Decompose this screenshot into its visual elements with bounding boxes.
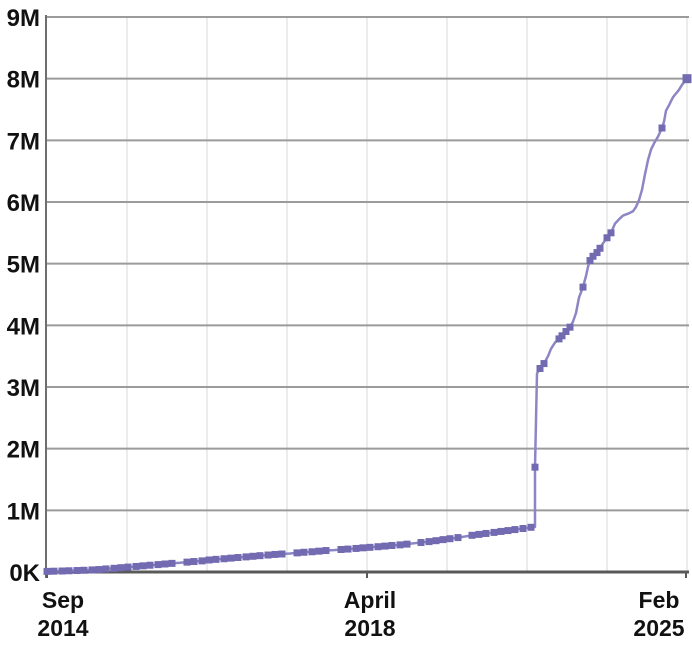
data-point-marker (603, 234, 611, 242)
data-point-marker (88, 566, 96, 574)
data-point-marker (540, 360, 548, 368)
data-point-marker (124, 563, 132, 571)
y-tick-label: 9M (7, 5, 40, 32)
x-tick-label-year: 2018 (344, 615, 395, 641)
x-tick-label-month: Feb (639, 587, 680, 613)
data-point-marker (337, 545, 345, 553)
data-point-marker (446, 535, 454, 543)
data-point-marker (511, 526, 519, 534)
data-point-marker (190, 558, 198, 566)
data-point-marker (242, 553, 250, 561)
y-tick-label: 2M (7, 437, 40, 464)
y-tick-label: 7M (7, 128, 40, 155)
data-point-marker (205, 556, 213, 564)
data-point-marker (315, 547, 323, 555)
data-point-marker (607, 229, 615, 237)
data-point-marker (579, 283, 587, 291)
data-markers (43, 74, 692, 575)
data-point-marker (344, 545, 352, 553)
data-point-marker (227, 554, 235, 562)
data-point-marker (146, 561, 154, 569)
data-point-marker (220, 555, 228, 563)
data-point-marker (658, 124, 666, 132)
data-point-marker (381, 542, 389, 550)
data-point-marker (300, 548, 308, 556)
data-point-marker (352, 544, 360, 552)
data-point-marker (95, 566, 103, 574)
data-point-marker (198, 557, 206, 565)
data-point-marker (682, 74, 692, 84)
data-point-marker (132, 562, 140, 570)
data-point-marker (454, 534, 462, 542)
data-point-marker (482, 529, 490, 537)
data-point-marker (43, 567, 51, 575)
data-point-marker (80, 566, 88, 574)
data-point-marker (102, 565, 110, 573)
y-axis-labels: 9M 8M 7M 6M 5M 4M 3M 2M 1M 0K (7, 5, 41, 587)
data-point-marker (212, 555, 220, 563)
data-point-marker (308, 548, 316, 556)
data-point-marker (110, 564, 118, 572)
data-point-marker (168, 559, 176, 567)
y-tick-label: 0K (9, 560, 40, 587)
data-point-marker (519, 525, 527, 533)
data-point-marker (531, 463, 539, 471)
x-tick-label-month: Sep (42, 587, 84, 613)
data-point-marker (504, 527, 512, 535)
data-point-marker (359, 544, 367, 552)
data-point-marker (596, 244, 604, 252)
data-point-marker (322, 547, 330, 555)
data-point-marker (271, 550, 279, 558)
data-point-marker (497, 527, 505, 535)
data-point-marker (117, 564, 125, 572)
data-point-marker (264, 551, 272, 559)
x-tick-label-year: 2014 (37, 615, 88, 641)
data-point-marker (293, 549, 301, 557)
data-point-marker (589, 252, 597, 260)
data-point-marker (417, 539, 425, 547)
data-point-marker (475, 530, 483, 538)
data-point-marker (425, 538, 433, 546)
data-point-marker (256, 552, 264, 560)
data-point-marker (234, 554, 242, 562)
data-point-marker (468, 531, 476, 539)
data-point-marker (562, 328, 570, 335)
data-point-marker (249, 552, 257, 560)
data-point-marker (396, 541, 404, 549)
data-point-marker (366, 543, 374, 551)
data-point-marker (403, 540, 411, 548)
y-tick-label: 3M (7, 375, 40, 402)
data-point-marker (139, 562, 147, 570)
data-point-marker (58, 567, 66, 575)
data-point-marker (65, 567, 73, 575)
x-tick-label-year: 2025 (633, 615, 684, 641)
data-point-marker (278, 550, 286, 558)
data-point-marker (490, 528, 498, 536)
data-point-marker (374, 543, 382, 551)
y-tick-label: 4M (7, 313, 40, 340)
y-tick-label: 6M (7, 190, 40, 217)
y-tick-label: 1M (7, 498, 40, 525)
data-point-marker (566, 323, 574, 331)
data-point-marker (388, 541, 396, 549)
data-point-marker (593, 249, 601, 257)
data-point-marker (439, 536, 447, 544)
data-point-marker (527, 523, 535, 531)
data-point-marker (183, 558, 191, 566)
y-tick-label: 8M (7, 67, 40, 94)
data-point-marker (586, 257, 594, 265)
data-point-marker (50, 567, 58, 575)
data-point-marker (161, 560, 169, 568)
y-tick-label: 5M (7, 252, 40, 279)
data-point-marker (536, 365, 544, 372)
data-point-marker (432, 537, 440, 545)
data-point-marker (154, 561, 162, 569)
data-point-marker (73, 567, 81, 575)
x-tick-label-month: April (344, 587, 396, 613)
data-point-marker (558, 332, 566, 340)
vertical-gridlines (126, 17, 688, 572)
